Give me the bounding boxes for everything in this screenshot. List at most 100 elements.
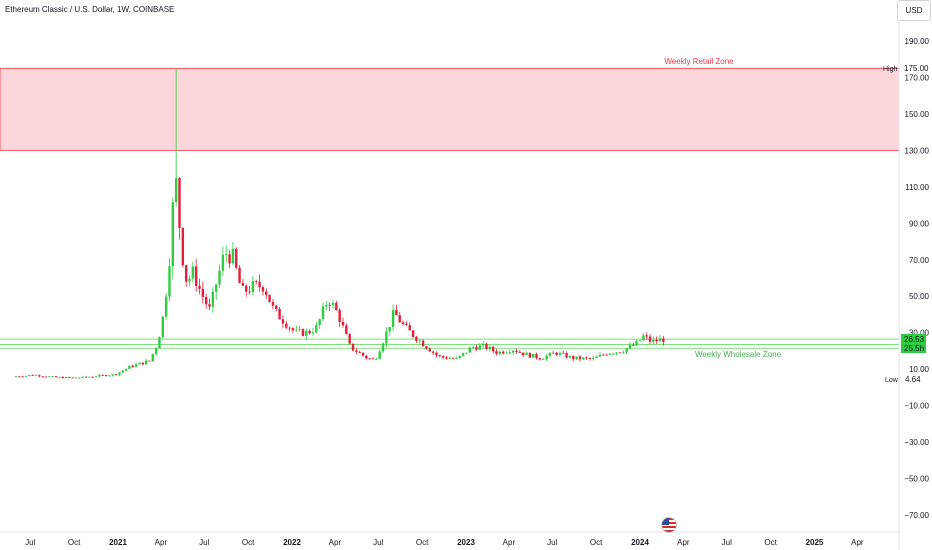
x-tick-label: 2023 <box>457 538 475 547</box>
x-tick-label: Jul <box>373 538 383 547</box>
y-tick-label: 90.00 <box>909 219 930 228</box>
candle-body <box>261 287 265 292</box>
candle <box>331 299 335 309</box>
candle <box>375 357 378 361</box>
candle <box>511 350 515 356</box>
candle-body <box>258 281 261 288</box>
candle-body <box>532 353 535 358</box>
candle <box>555 351 558 357</box>
candle-body <box>221 254 225 271</box>
high-label-text: High <box>883 66 898 73</box>
x-tick-label: Jul <box>199 538 209 547</box>
candle-body <box>612 353 615 355</box>
candle-body <box>632 344 635 346</box>
candle <box>154 347 158 357</box>
candle-body <box>331 303 335 306</box>
candle-body <box>251 281 255 293</box>
candle <box>134 362 138 368</box>
candle <box>221 246 225 276</box>
candle-body <box>268 294 271 303</box>
candle <box>582 357 585 361</box>
time-axis[interactable]: Jul Oct 2021 Apr Jul Oct 2022 Apr Jul Oct 2023 Apr J… <box>25 538 864 547</box>
candle <box>438 354 441 358</box>
candle <box>315 321 318 334</box>
candle <box>275 305 278 312</box>
candle <box>44 376 48 378</box>
candle <box>215 283 218 300</box>
candle-body <box>218 270 221 285</box>
candle-body <box>441 355 445 358</box>
candle <box>478 342 482 351</box>
candle-body <box>61 377 64 379</box>
candle <box>98 374 101 378</box>
price-axis[interactable]: 190.00 170.00 150.00 130.00 110.00 90.00 70.00… <box>904 37 929 520</box>
candle-body <box>348 334 351 344</box>
candle-body <box>295 329 298 331</box>
candle-body <box>615 352 618 354</box>
candle-body <box>535 353 538 359</box>
candle <box>648 334 652 344</box>
candle <box>351 343 355 352</box>
candle <box>481 341 485 349</box>
candle-body <box>552 352 555 354</box>
candle-body <box>68 377 71 378</box>
candle-body <box>568 356 572 358</box>
candle-body <box>54 376 58 378</box>
candle-body <box>572 356 575 360</box>
candle <box>588 357 592 361</box>
candle-body <box>208 304 211 307</box>
candle <box>261 285 265 296</box>
candle-body <box>662 338 665 342</box>
currency-button[interactable]: USD <box>897 0 931 21</box>
x-tick-label: Oct <box>590 538 603 547</box>
candle-body <box>525 352 528 356</box>
candle-body <box>118 372 121 375</box>
candle <box>174 68 178 207</box>
candle-body <box>21 376 24 378</box>
candle <box>378 349 381 360</box>
x-tick-label: Jul <box>25 538 35 547</box>
candle-body <box>485 343 488 350</box>
candle <box>535 352 538 360</box>
candle <box>568 355 572 359</box>
low-label: Low 4.64 <box>885 374 930 385</box>
candle <box>114 373 118 376</box>
candle-body <box>545 355 548 360</box>
candle <box>138 362 141 365</box>
candle-body <box>388 326 391 332</box>
candle-body <box>628 344 632 349</box>
candle <box>388 326 391 336</box>
candle <box>508 349 512 355</box>
candle <box>58 376 61 378</box>
x-tick-label: Oct <box>416 538 429 547</box>
candle-body <box>238 267 241 284</box>
candle <box>415 335 418 344</box>
candle <box>385 327 388 348</box>
y-tick-label: 30.00 <box>909 329 930 338</box>
candle <box>301 328 305 337</box>
candle <box>361 352 365 357</box>
candle <box>248 285 251 295</box>
candle-body <box>158 337 161 349</box>
candle <box>608 353 612 356</box>
candle-body <box>428 348 431 352</box>
candle <box>605 353 608 356</box>
candle-body <box>435 352 438 356</box>
candle <box>542 358 545 361</box>
candle <box>355 347 358 355</box>
candle <box>265 288 268 299</box>
high-value-box <box>902 63 930 74</box>
candle <box>131 364 134 369</box>
candle <box>281 315 285 329</box>
candle <box>308 329 311 335</box>
candle <box>602 353 605 356</box>
us-flag-icon[interactable] <box>661 517 677 533</box>
candle <box>298 325 301 332</box>
candle-body <box>91 376 94 378</box>
candle <box>595 355 598 359</box>
candle-body <box>228 254 231 264</box>
candle-body <box>658 338 662 342</box>
y-tick-label: 170.00 <box>905 73 930 82</box>
candle <box>625 348 628 355</box>
